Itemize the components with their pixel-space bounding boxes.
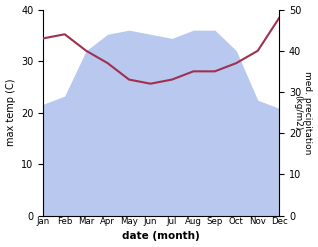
Y-axis label: med. precipitation
(kg/m2): med. precipitation (kg/m2) [293, 71, 313, 154]
Y-axis label: max temp (C): max temp (C) [5, 79, 16, 146]
X-axis label: date (month): date (month) [122, 231, 200, 242]
